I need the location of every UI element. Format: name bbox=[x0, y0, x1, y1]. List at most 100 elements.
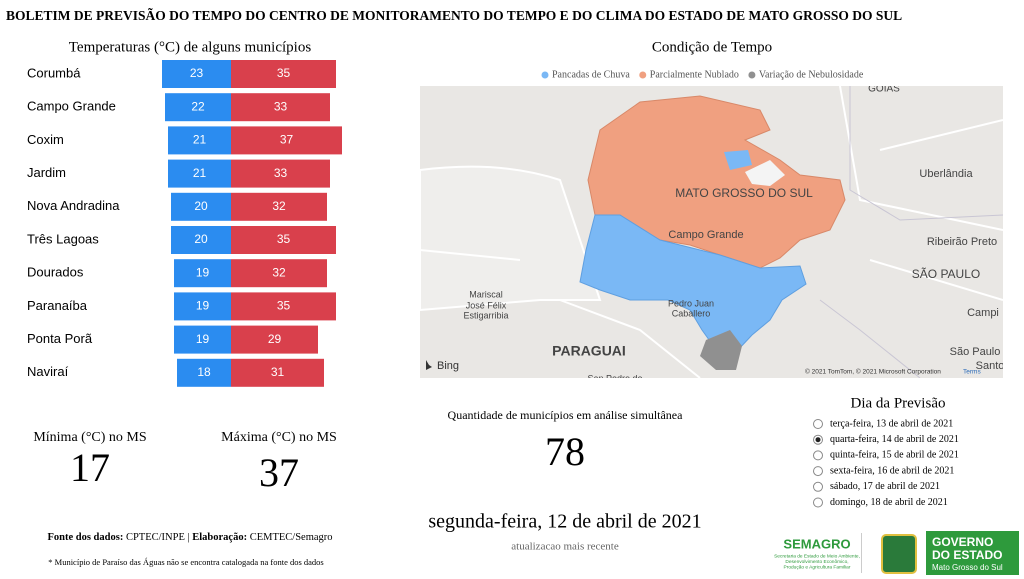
bing-logo bbox=[426, 360, 432, 370]
bar-min[interactable] bbox=[177, 358, 231, 387]
radio[interactable] bbox=[813, 419, 823, 429]
radio-label[interactable]: terça-feira, 13 de abril de 2021 bbox=[830, 418, 953, 429]
radio-label[interactable]: quarta-feira, 14 de abril de 2021 bbox=[830, 434, 959, 445]
bar-value: 32 bbox=[272, 265, 286, 279]
bar-value: 35 bbox=[277, 232, 291, 246]
semagro-sub: Secretaria de Estado de Meio Ambiente, bbox=[774, 553, 860, 559]
bar-max[interactable] bbox=[231, 60, 336, 88]
date: segunda-feira, 12 de abril de 2021 bbox=[428, 511, 701, 533]
map-credits: © 2021 TomTom, © 2021 Microsoft Corporat… bbox=[805, 368, 941, 376]
map-label: Uberlândia bbox=[919, 168, 973, 180]
category-label: Campo Grande bbox=[27, 99, 116, 114]
region-rain bbox=[579, 214, 807, 353]
map-label: Estigarribia bbox=[463, 310, 508, 320]
count-label: Quantidade de municípios em análise simu… bbox=[448, 408, 684, 422]
map-label: San Pedro de bbox=[587, 373, 642, 383]
divider bbox=[861, 533, 862, 573]
map[interactable]: MATO GROSSO DO SUL Campo Grande PARAGUAI Ma… bbox=[420, 82, 1004, 384]
map-label: GOIÁS bbox=[868, 82, 900, 95]
bar-value: 19 bbox=[196, 332, 210, 346]
legend-swatch bbox=[541, 71, 549, 79]
bar-min[interactable] bbox=[171, 192, 231, 221]
date-caption: atualizacao mais recente bbox=[511, 541, 619, 553]
roads bbox=[420, 86, 1003, 378]
bar-min[interactable] bbox=[174, 292, 231, 321]
map-label: Caballero bbox=[672, 308, 711, 318]
bar-max[interactable] bbox=[231, 126, 342, 155]
map-label: Ribeirão Preto bbox=[927, 236, 997, 248]
min-label: Mínima (°C) no MS bbox=[33, 430, 146, 445]
bar-value: 22 bbox=[191, 99, 205, 113]
map-label: José Félix bbox=[466, 300, 507, 310]
map-label: Pedro Juan bbox=[668, 298, 714, 308]
category-label: Jardim bbox=[27, 165, 66, 180]
bar-min[interactable] bbox=[174, 259, 231, 288]
gov-text: DO ESTADO bbox=[932, 548, 1002, 562]
bar-min[interactable] bbox=[168, 159, 231, 188]
source-text: CPTEC/INPE | bbox=[123, 532, 192, 543]
bar-value: 37 bbox=[280, 133, 294, 147]
radio[interactable] bbox=[813, 450, 823, 461]
bar-value: 35 bbox=[277, 66, 291, 80]
bar-max[interactable] bbox=[231, 325, 318, 354]
semagro-sub: Produção e Agricultura Familiar bbox=[784, 564, 851, 570]
borders bbox=[819, 86, 1003, 378]
chart-title: Temperaturas (°C) de alguns municípios bbox=[69, 39, 312, 55]
bar-max[interactable] bbox=[231, 292, 336, 321]
bar-max[interactable] bbox=[231, 192, 327, 221]
max-value: 37 bbox=[259, 450, 299, 495]
legend-label: Variação de Nebulosidade bbox=[759, 69, 864, 80]
bar-min[interactable] bbox=[168, 126, 231, 155]
source-label: Fonte dos dados: bbox=[47, 532, 123, 543]
bar-value: 33 bbox=[274, 166, 288, 180]
bar-max[interactable] bbox=[231, 259, 327, 288]
radio[interactable] bbox=[813, 481, 823, 492]
count-value: 78 bbox=[545, 429, 585, 474]
category-label: Corumbá bbox=[27, 65, 81, 80]
map-label: Campo Grande bbox=[668, 229, 743, 241]
radio-label[interactable]: domingo, 18 de abril de 2021 bbox=[830, 497, 948, 508]
coat-of-arms bbox=[881, 534, 917, 574]
bar-value: 23 bbox=[190, 66, 204, 80]
map-label: Campi bbox=[967, 307, 999, 319]
radio-label[interactable]: quinta-feira, 15 de abril de 2021 bbox=[830, 450, 959, 461]
map-terms[interactable]: Terms bbox=[963, 369, 981, 376]
note: * Município de Paraíso das Águas não se … bbox=[48, 557, 323, 567]
map-label: PARAGUAI bbox=[552, 343, 626, 359]
category-label: Paranaíba bbox=[27, 298, 88, 313]
bar-max[interactable] bbox=[231, 93, 330, 122]
map-label: São Paulo bbox=[950, 346, 1001, 358]
radio-label[interactable]: sexta-feira, 16 de abril de 2021 bbox=[830, 465, 954, 476]
region bbox=[420, 165, 602, 312]
min-value: 17 bbox=[70, 445, 110, 490]
bar-max[interactable] bbox=[231, 159, 330, 188]
bar-min[interactable] bbox=[171, 226, 231, 254]
bar-min[interactable] bbox=[165, 93, 231, 122]
map-label: MATO GROSSO DO SUL bbox=[675, 186, 813, 200]
bar-max[interactable] bbox=[231, 226, 336, 254]
bar-value: 33 bbox=[274, 99, 288, 113]
bar-value: 19 bbox=[196, 265, 210, 279]
author-text: CEMTEC/Semagro bbox=[247, 532, 332, 543]
bar-value: 31 bbox=[271, 365, 285, 379]
max-label: Máxima (°C) no MS bbox=[221, 430, 337, 445]
gov-box bbox=[926, 531, 1019, 575]
gov-text: GOVERNO bbox=[932, 535, 993, 549]
bar-value: 29 bbox=[268, 332, 282, 346]
semagro-logo: SEMAGRO bbox=[783, 536, 850, 551]
region-variable bbox=[700, 330, 742, 370]
bar-value: 21 bbox=[193, 166, 207, 180]
bar-max[interactable] bbox=[231, 358, 324, 387]
bar-value: 21 bbox=[193, 133, 207, 147]
category-label: Naviraí bbox=[27, 364, 69, 379]
author-label: Elaboração: bbox=[192, 532, 247, 543]
bar-min[interactable] bbox=[174, 325, 231, 354]
source: Fonte dos dados: CPTEC/INPE | Elaboração… bbox=[47, 532, 332, 543]
semagro-sub: Desenvolvimento Econômico, bbox=[785, 559, 848, 565]
radio[interactable] bbox=[813, 466, 823, 477]
radio-label[interactable]: sábado, 17 de abril de 2021 bbox=[830, 481, 940, 492]
category-label: Ponta Porã bbox=[27, 331, 93, 346]
radio[interactable] bbox=[813, 497, 823, 508]
bar-min[interactable] bbox=[162, 60, 231, 88]
